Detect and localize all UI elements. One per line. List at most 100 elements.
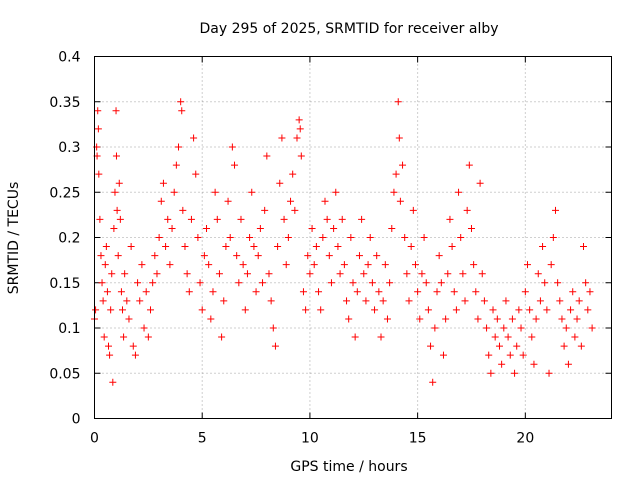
data-point [282, 261, 290, 269]
data-point [107, 306, 115, 314]
data-point [515, 306, 523, 314]
data-point [395, 134, 403, 142]
data-point [530, 360, 538, 368]
data-point [254, 252, 262, 260]
y-tick-label: 0.2 [58, 231, 80, 247]
data-point [562, 324, 570, 332]
data-point [399, 161, 407, 169]
data-point [94, 125, 102, 133]
y-tick-label: 0.1 [58, 321, 80, 337]
data-point [99, 297, 107, 305]
data-point [373, 252, 381, 260]
data-point [296, 125, 304, 133]
data-point [513, 342, 521, 350]
data-point [551, 206, 559, 214]
data-point [517, 324, 525, 332]
data-point [149, 279, 157, 287]
y-tick-label: 0.15 [49, 276, 80, 292]
data-point [111, 188, 119, 196]
data-point [347, 234, 355, 241]
data-point [390, 188, 398, 196]
data-point [213, 215, 221, 223]
data-point [448, 243, 456, 251]
data-point [403, 270, 411, 278]
data-point [261, 206, 269, 214]
data-point [394, 98, 402, 106]
data-point [312, 243, 320, 251]
chart-title: Day 295 of 2025, SRMTID for receiver alb… [199, 21, 498, 37]
data-point [209, 288, 217, 296]
data-point [140, 324, 148, 332]
data-point [159, 179, 167, 187]
data-point [250, 243, 258, 251]
data-point [541, 279, 549, 287]
data-point [119, 306, 127, 314]
data-point [532, 315, 540, 323]
data-point [325, 252, 333, 260]
data-point [142, 288, 150, 296]
data-point [117, 288, 125, 296]
data-point [433, 288, 441, 296]
data-point [299, 288, 307, 296]
data-point [493, 315, 501, 323]
data-point [424, 306, 432, 314]
data-point [321, 197, 329, 205]
data-point [336, 270, 344, 278]
data-point [289, 170, 297, 178]
data-point [381, 261, 389, 269]
x-tick-label: 5 [198, 431, 207, 447]
data-point [504, 333, 512, 341]
data-point [386, 279, 394, 287]
data-point [586, 288, 594, 296]
data-point [411, 261, 419, 269]
y-tick-label: 0.25 [49, 185, 80, 201]
data-point [256, 224, 264, 232]
data-point [170, 188, 178, 196]
data-point [422, 279, 430, 287]
data-point [175, 143, 183, 151]
data-point [218, 333, 226, 341]
data-point [179, 206, 187, 214]
data-point [371, 306, 379, 314]
data-point [215, 270, 223, 278]
data-point [162, 243, 170, 251]
data-point [364, 261, 372, 269]
data-point [457, 234, 465, 241]
data-point [295, 116, 303, 124]
data-point [96, 215, 104, 223]
data-point [429, 378, 437, 386]
data-point [582, 279, 590, 287]
data-point [113, 206, 121, 214]
data-point [567, 306, 575, 314]
data-point [103, 288, 111, 296]
data-point [377, 333, 385, 341]
data-point [545, 369, 553, 377]
data-point [483, 324, 491, 332]
data-point [97, 252, 105, 260]
data-point [310, 261, 318, 269]
data-point [470, 261, 478, 269]
data-point [168, 224, 176, 232]
data-point [106, 351, 114, 359]
data-point [276, 179, 284, 187]
data-point [558, 315, 566, 323]
data-point [536, 297, 544, 305]
y-tick-label: 0.05 [49, 366, 80, 382]
data-point [228, 143, 236, 151]
data-point [108, 270, 116, 278]
data-point [194, 234, 202, 241]
data-point [349, 279, 357, 287]
data-point [155, 234, 163, 241]
data-point [571, 333, 579, 341]
data-point [211, 188, 219, 196]
data-point [291, 206, 299, 214]
data-point [579, 243, 587, 251]
data-point [360, 270, 368, 278]
data-point [187, 215, 195, 223]
data-points [91, 98, 596, 386]
data-point [105, 342, 113, 350]
data-point [461, 297, 469, 305]
data-point [584, 306, 592, 314]
data-point [420, 234, 428, 241]
x-tick-labels: 0 5 10 15 20 [90, 431, 534, 447]
